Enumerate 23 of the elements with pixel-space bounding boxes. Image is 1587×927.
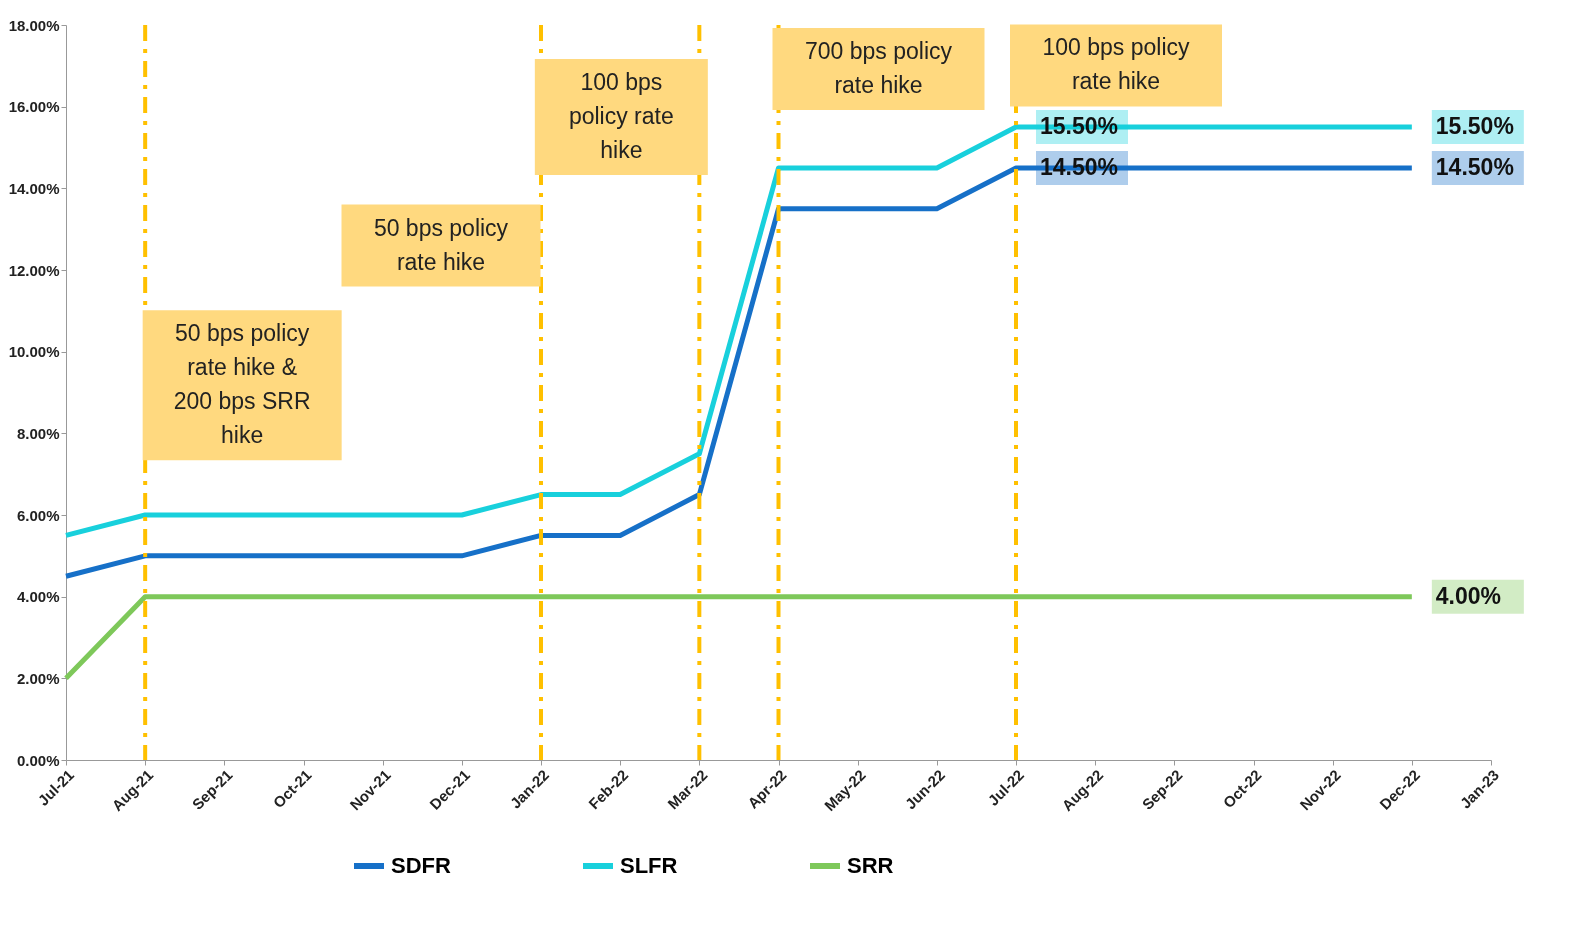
y-tick-label: 12.00%: [8, 261, 60, 279]
data-label: 14.50%: [1040, 153, 1119, 180]
y-tick-label: 18.00%: [8, 16, 60, 34]
data-label: 14.50%: [1435, 153, 1514, 180]
legend-label: SLFR: [620, 853, 678, 878]
y-tick-label: 16.00%: [8, 98, 60, 116]
legend-label: SRR: [847, 853, 894, 878]
legend-label: SDFR: [391, 853, 451, 878]
ref-line-label: 700 bps policy rate hike: [804, 38, 953, 99]
data-label: 4.00%: [1435, 582, 1502, 609]
data-label: 15.50%: [1435, 113, 1514, 140]
data-label: 15.50%: [1040, 113, 1119, 140]
ref-line-label: 100 bps policy rate hike: [568, 68, 674, 163]
ref-line-label: 50 bps policy rate hike & 200 bps SRR hike: [173, 320, 311, 449]
ref-line-label: 100 bps policy rate hike: [1042, 34, 1191, 95]
y-tick-label: 2.00%: [16, 669, 60, 687]
y-tick-label: 6.00%: [16, 506, 60, 524]
y-tick-label: 0.00%: [16, 751, 60, 769]
ref-line-label: 50 bps policy rate hike: [373, 214, 509, 275]
y-tick-label: 8.00%: [16, 424, 60, 442]
y-tick-label: 14.00%: [8, 179, 60, 197]
y-tick-label: 10.00%: [8, 343, 60, 361]
y-tick-label: 4.00%: [16, 588, 60, 606]
